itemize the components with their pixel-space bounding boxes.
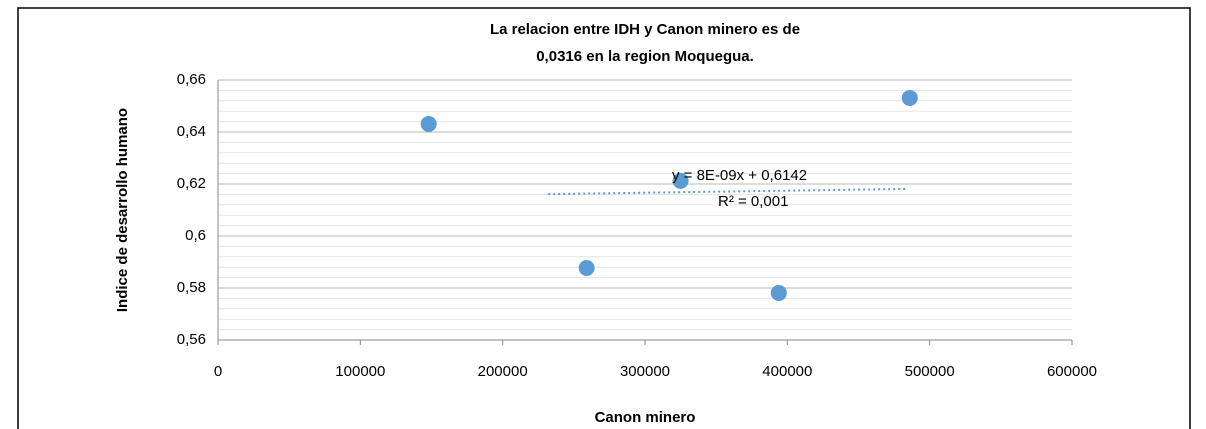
y-tick-label: 0,66: [177, 71, 206, 88]
x-axis-label: Canon minero: [595, 409, 696, 426]
y-tick-label: 0,62: [177, 175, 206, 192]
trendline-r-squared: R² = 0,001: [718, 193, 788, 210]
y-tick-label: 0,56: [177, 331, 206, 348]
y-tick-label: 0,58: [177, 279, 206, 296]
chart-border: [17, 7, 1191, 429]
x-tick-label: 300000: [620, 363, 670, 380]
x-tick-label: 600000: [1047, 363, 1097, 380]
y-tick-label: 0,64: [177, 123, 206, 140]
point: [672, 172, 689, 189]
point: [578, 259, 595, 276]
chart-title: 0,0316 en la region Moquegua.: [536, 48, 754, 65]
x-tick-label: 200000: [478, 363, 528, 380]
y-axis-label: Indice de desarrollo humano: [114, 108, 131, 312]
trendline-equation: y = 8E-09x + 0,6142: [672, 167, 807, 184]
point: [420, 115, 437, 132]
x-tick-label: 100000: [335, 363, 385, 380]
point: [770, 284, 787, 301]
point: [901, 89, 918, 106]
y-tick-label: 0,6: [185, 227, 206, 244]
x-tick-label: 400000: [762, 363, 812, 380]
x-tick-label: 0: [214, 363, 222, 380]
x-tick-label: 500000: [905, 363, 955, 380]
chart-title: La relacion entre IDH y Canon minero es …: [490, 21, 800, 38]
